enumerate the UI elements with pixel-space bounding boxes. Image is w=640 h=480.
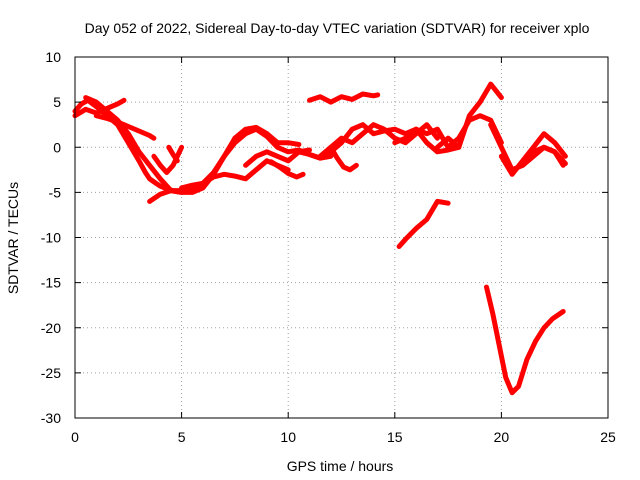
y-tick-label: 0 [53, 139, 61, 155]
x-tick-label: 25 [600, 429, 616, 445]
series-trace-arc-19 [434, 81, 504, 150]
series-trace-arc-3 [83, 95, 185, 195]
y-tick-label: -15 [41, 275, 61, 291]
series-trace-arc-22 [498, 131, 568, 177]
series-trace-arc-23 [520, 144, 568, 168]
x-tick-label: 5 [178, 429, 186, 445]
x-tick-label: 0 [71, 429, 79, 445]
x-tick-label: 20 [494, 429, 510, 445]
x-axis-label: GPS time / hours [287, 458, 394, 474]
series-trace-arc-20 [484, 284, 566, 396]
axis-ticks: 0 5 10 15 20 25 -30 -25 -20 -15 -10 -5 0 5 10 [41, 49, 616, 445]
series-trace-arc-16 [328, 144, 359, 173]
series-trace-arc-12 [268, 159, 306, 180]
series-trace-arc-18 [392, 113, 504, 150]
x-tick-label: 10 [280, 429, 296, 445]
series-trace-arc-6 [151, 144, 185, 175]
series-trace-arc-7 [166, 144, 180, 164]
y-tick-label: -20 [41, 320, 61, 336]
y-tick-label: -25 [41, 365, 61, 381]
series-trace-arc-4 [93, 113, 157, 141]
y-tick-label: 10 [45, 49, 61, 65]
x-tick-label: 15 [387, 429, 403, 445]
y-tick-label: 5 [53, 94, 61, 110]
series-trace-arc-2 [72, 97, 127, 119]
data-series [72, 81, 568, 396]
y-tick-label: -30 [41, 410, 61, 426]
y-axis-label: SDTVAR / TECUs [5, 182, 21, 294]
grid-lines [75, 57, 608, 418]
chart-title: Day 052 of 2022, Sidereal Day-to-day VTE… [85, 20, 590, 36]
y-tick-label: -10 [41, 230, 61, 246]
series-trace-arc-17 [396, 198, 451, 249]
y-tick-label: -5 [49, 184, 62, 200]
series-trace-arc-13 [307, 91, 381, 105]
